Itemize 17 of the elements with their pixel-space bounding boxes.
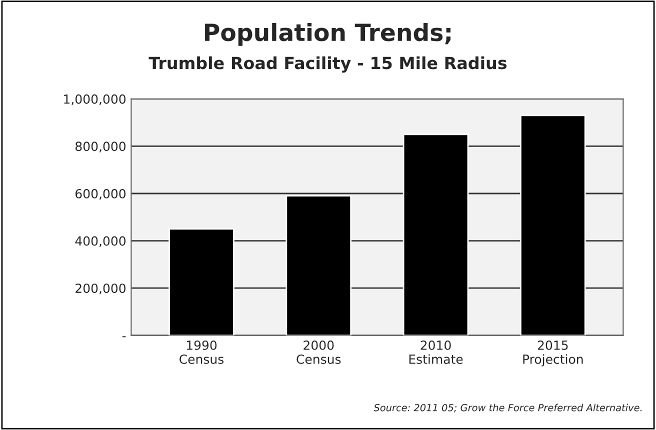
chart-title: Population Trends;: [205, 22, 450, 46]
x-tick-label: 2015 Projection: [523, 340, 583, 366]
bar: [168, 228, 234, 336]
source-note: Source: 2011 05; Grow the Force Preferred Alternative.: [374, 404, 642, 412]
bar: [520, 114, 586, 336]
y-tick-label: 400,000: [75, 236, 126, 247]
y-tick-label: 600,000: [76, 188, 126, 200]
chart-subtitle: Trumble Road Facility - 15 Mile Radius: [148, 56, 507, 73]
y-tick-label: 1,000,000: [64, 94, 126, 106]
x-tick-label: 2010 Estimate: [409, 340, 463, 364]
y-tick-label: 800,000: [75, 142, 126, 152]
bar: [402, 134, 469, 336]
x-tick-label: 2000 Census: [296, 340, 341, 364]
bar: [286, 195, 352, 336]
y-tick-label: 200,000: [76, 284, 126, 294]
x-tick-label: 1990 Census: [180, 340, 224, 364]
y-tick-label: -: [122, 336, 126, 338]
